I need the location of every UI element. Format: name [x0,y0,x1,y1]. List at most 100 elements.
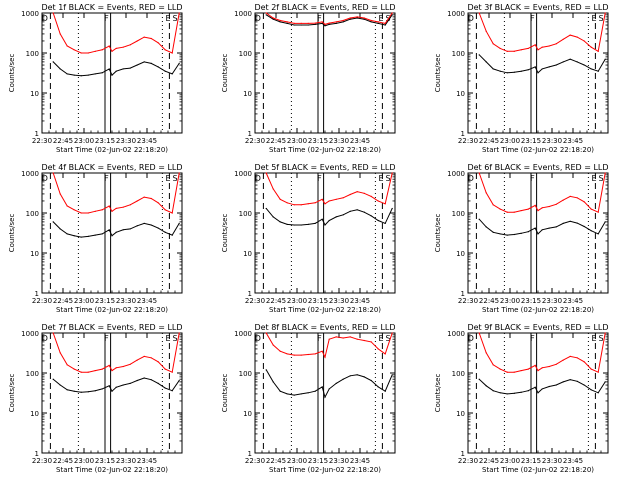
data-point-lld [80,52,82,54]
data-point-events [384,222,386,224]
data-point-events [122,68,124,70]
data-point-events [73,390,75,392]
data-point-events [492,231,494,233]
data-point-events [108,68,110,70]
data-point-lld [356,191,358,193]
data-point-lld [548,365,550,368]
data-point-events [506,234,508,236]
data-point-lld [101,49,103,51]
data-point-events [307,392,309,394]
y-tick-label: 100 [239,370,252,378]
data-point-events [590,389,592,391]
data-point-lld [541,46,543,48]
data-point-events [342,214,344,216]
marker-label-d: D [468,174,474,183]
marker-label-e: E [165,174,170,183]
marker-label-d: D [255,14,261,23]
data-point-lld [527,368,529,370]
data-point-events [108,385,110,387]
data-point-lld [576,357,578,359]
data-point-lld [94,210,96,212]
data-point-lld [52,172,54,174]
data-point-lld [129,363,131,365]
data-point-lld [478,332,480,334]
data-point-events [377,22,379,24]
data-point-lld [272,344,274,346]
data-point-events [520,391,522,393]
x-tick-label: 23:15 [95,137,115,145]
data-point-lld [178,12,180,14]
y-axis-label: Counts/sec [221,214,229,253]
data-point-lld [363,192,365,194]
data-point-events [569,220,571,222]
x-tick-label: 23:45 [137,457,157,465]
x-tick-label: 23:15 [521,457,541,465]
series-line-events [52,377,180,393]
x-tick-label: 23:45 [137,297,157,305]
data-point-lld [537,209,539,212]
x-tick-label: 22:30 [245,457,265,465]
data-point-lld [122,365,124,368]
data-point-lld [590,368,592,370]
data-point-lld [321,21,323,23]
series-line-lld [52,12,180,54]
data-point-events [136,379,138,382]
series-line-lld [265,12,393,25]
data-point-lld [335,336,337,338]
data-point-lld [171,212,173,214]
data-point-events [272,381,274,383]
data-point-lld [94,369,96,372]
data-point-events [143,61,145,63]
data-point-lld [279,19,281,22]
data-point-events [178,62,180,64]
data-point-lld [349,336,351,338]
x-tick-label: 22:45 [53,137,73,145]
data-point-lld [527,208,529,210]
data-point-lld [66,364,68,366]
data-point-lld [73,368,75,370]
x-tick-label: 22:45 [266,137,286,145]
data-point-events [307,24,309,26]
y-tick-label: 1 [248,130,252,138]
x-tick-label: 23:45 [563,457,583,465]
data-point-lld [534,44,536,46]
data-point-events [534,386,536,388]
data-point-events [590,230,592,232]
data-point-events [342,378,344,380]
plot-frame [254,172,396,294]
y-tick-label: 10 [456,250,465,258]
data-point-events [143,377,145,379]
data-point-events [328,219,330,222]
data-point-lld [527,47,529,50]
data-point-events [178,379,180,382]
x-tick-label: 22:30 [458,297,478,305]
data-point-lld [80,371,82,373]
data-point-lld [307,203,309,205]
data-point-events [363,211,365,213]
data-point-events [87,391,89,393]
chart-title: Det 9f BLACK = Events, RED = LLD [467,323,608,332]
data-point-lld [478,172,480,174]
data-point-lld [286,353,288,355]
data-point-events [314,390,316,392]
data-point-lld [150,37,152,40]
data-point-events [122,229,124,231]
data-point-events [265,14,267,16]
data-point-lld [157,202,159,204]
x-tick-label: 23:00 [287,137,307,145]
data-point-events [548,66,550,68]
data-point-lld [555,363,557,365]
data-point-lld [80,212,82,214]
series-line-events [478,378,606,395]
data-point-events [129,67,131,69]
plot-frame [41,172,183,294]
data-point-lld [342,197,344,199]
data-point-lld [136,40,138,42]
data-point-events [499,233,501,235]
x-axis-label: Start Time (02-Jun-02 22:18:20) [482,146,594,154]
data-point-events [597,233,599,235]
data-point-events [562,61,564,63]
data-point-events [52,221,54,223]
data-point-lld [541,367,543,369]
